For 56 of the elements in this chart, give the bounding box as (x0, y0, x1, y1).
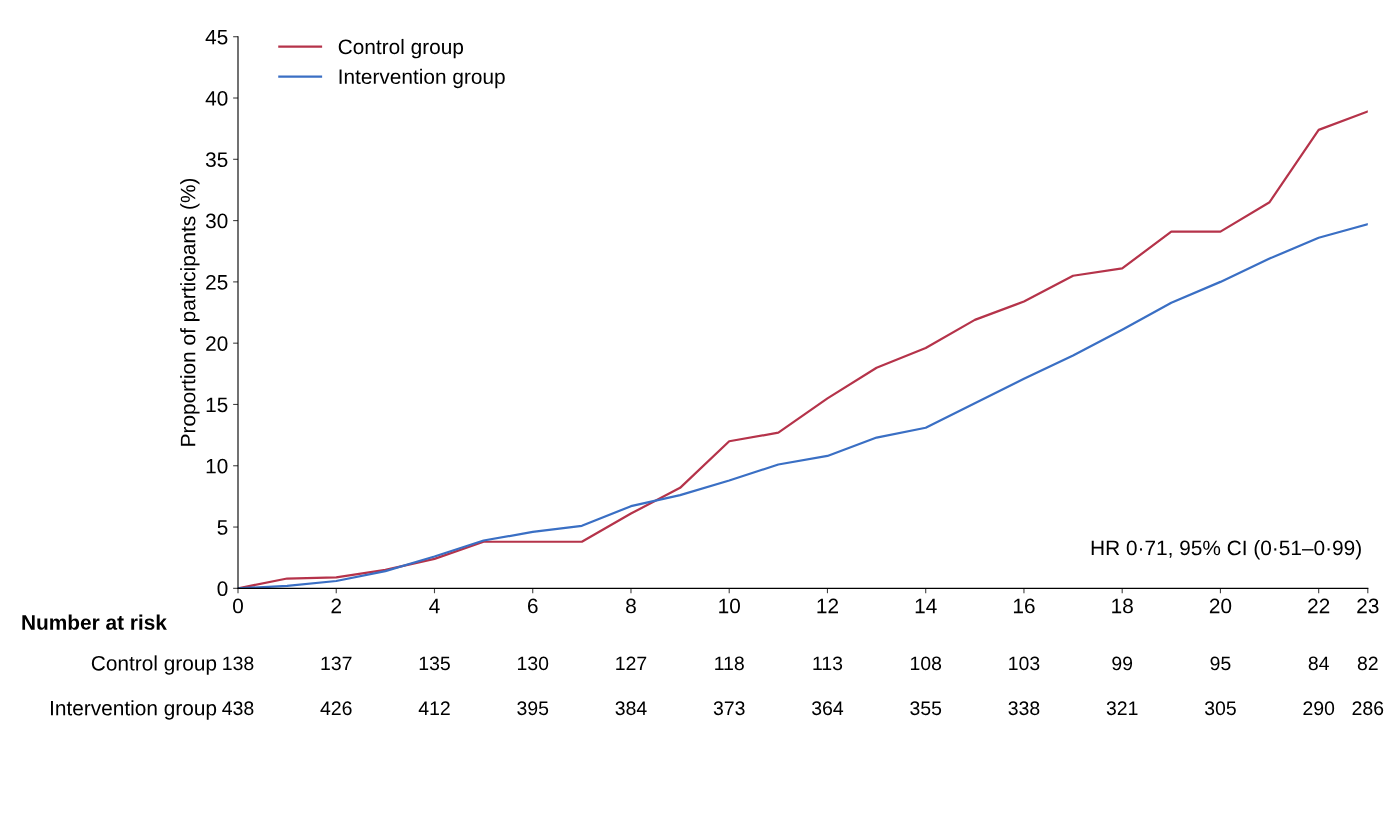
text: 290 (1303, 701, 1335, 716)
text: 99 (1112, 656, 1133, 671)
x-tick-label: 4 (429, 598, 440, 614)
text: 135 (419, 656, 450, 671)
text: 113 (813, 656, 843, 671)
y-tick-label: 10 (206, 458, 228, 474)
text: 127 (616, 656, 647, 671)
text: 130 (517, 656, 549, 671)
text: 305 (1204, 701, 1236, 716)
x-tick-label: 16 (1013, 598, 1035, 614)
annotation: HR 0·71, 95% CI (0·51–0·99) (1091, 540, 1361, 560)
x-tick-label: 23 (1357, 598, 1379, 614)
text: 426 (320, 701, 352, 716)
text: 138 (223, 656, 254, 671)
text: 108 (910, 656, 942, 671)
y-tick-label: 25 (206, 274, 228, 290)
text: 373 (713, 701, 745, 716)
y-tick-label: 0 (217, 581, 228, 597)
x-tick-label: 12 (817, 598, 838, 614)
text: 137 (321, 656, 352, 671)
text: 384 (615, 701, 647, 716)
y-tick-label: 40 (205, 91, 228, 106)
text: 95 (1210, 656, 1231, 671)
x-tick-label: 10 (719, 598, 740, 614)
y-tick-label: 15 (206, 397, 228, 413)
x-tick-label: 6 (528, 598, 538, 614)
text: Intervention group (51, 700, 217, 720)
text: 84 (1308, 656, 1329, 671)
y-axis-title: Proportion of participants (%) (180, 178, 200, 446)
text: 338 (1008, 701, 1040, 716)
x-tick-label: 22 (1308, 598, 1330, 614)
text: 355 (910, 701, 942, 716)
y-tick-label: 35 (205, 152, 228, 168)
text: 321 (1106, 701, 1138, 716)
y-tick-label: 45 (205, 29, 228, 45)
x-tick-label: 0 (233, 598, 243, 614)
text: 438 (222, 701, 254, 716)
text: Control group (91, 655, 217, 675)
text: 286 (1352, 701, 1384, 716)
text: 364 (811, 701, 844, 716)
y-tick-label: 5 (217, 520, 228, 535)
text: 118 (715, 656, 744, 671)
x-tick-label: 20 (1209, 598, 1232, 614)
text: 395 (517, 701, 549, 716)
legend-label: Intervention group (339, 68, 505, 89)
legend-label: Control group (338, 38, 464, 59)
x-tick-label: 8 (626, 598, 636, 614)
y-tick-label: 20 (206, 336, 228, 351)
x-tick-label: 2 (331, 598, 341, 614)
text: 103 (1009, 656, 1040, 671)
x-tick-label: 14 (915, 598, 937, 614)
text: 412 (418, 701, 450, 715)
x-tick-label: 18 (1112, 598, 1133, 614)
text: Number at risk (22, 614, 167, 630)
y-tick-label: 30 (205, 213, 228, 229)
text: 82 (1357, 656, 1378, 671)
